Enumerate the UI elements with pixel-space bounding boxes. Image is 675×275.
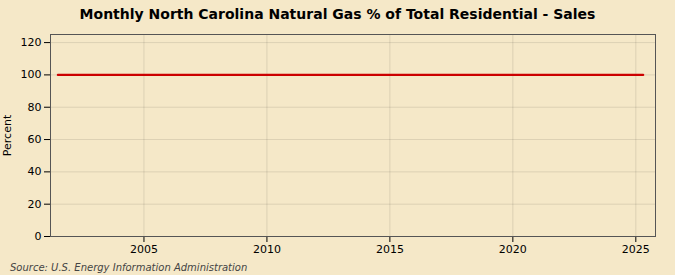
html-text:Source: U.S. Energy Informatio: Source: U.S. Energy Information Administ…	[10, 262, 248, 273]
svg-text:2025: 2025	[622, 243, 650, 256]
svg-text:80: 80	[28, 101, 42, 114]
svg-text:120: 120	[21, 36, 42, 49]
svg-text:2010: 2010	[253, 243, 281, 256]
svg-text:2020: 2020	[499, 243, 527, 256]
svg-text:2015: 2015	[376, 243, 404, 256]
svg-text:40: 40	[28, 165, 42, 178]
svg-text:2005: 2005	[130, 243, 158, 256]
svg-text:0: 0	[35, 230, 42, 243]
svg-text:Percent: Percent	[1, 114, 14, 156]
svg-text:60: 60	[28, 133, 42, 146]
svg-text:20: 20	[28, 198, 42, 211]
html-text:Monthly North Carolina Natural: Monthly North Carolina Natural Gas % of …	[79, 6, 596, 22]
svg-text:100: 100	[21, 68, 42, 81]
